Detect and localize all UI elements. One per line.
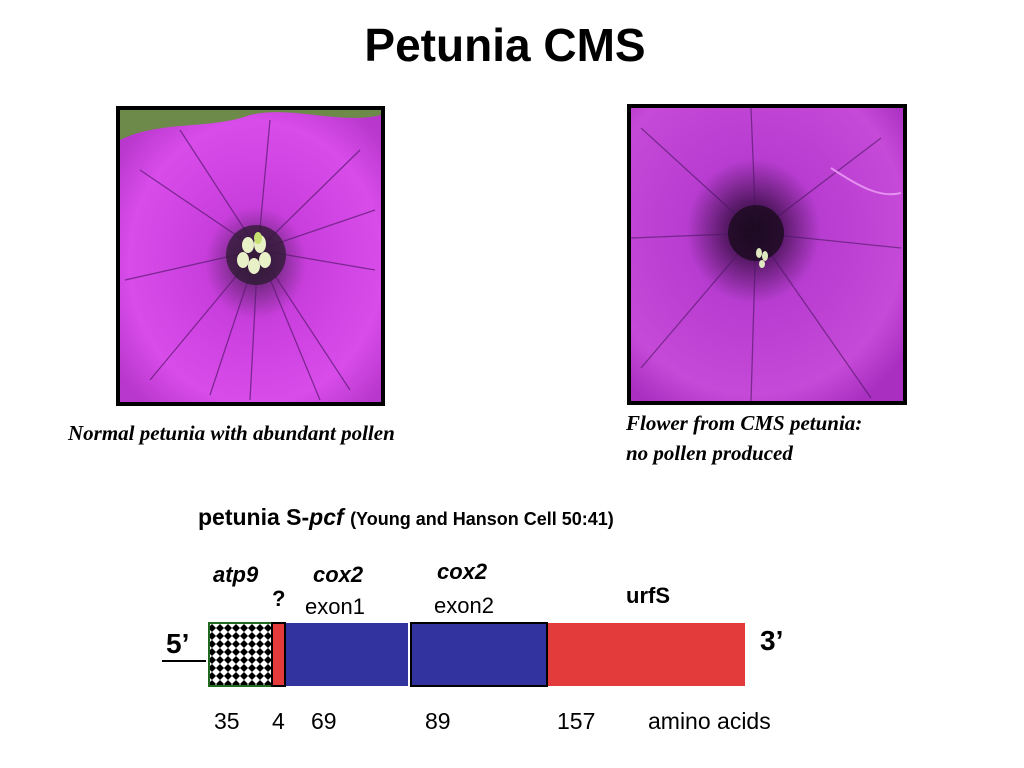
- slide-title: Petunia CMS: [364, 19, 646, 71]
- gene-reference: (Young and Hanson Cell 50:41): [350, 509, 614, 529]
- gene-name-prefix: petunia S-: [198, 504, 310, 530]
- amino-acids-units-label: amino acids: [648, 708, 771, 734]
- cms-caption-line1: Flower from CMS petunia:: [626, 411, 863, 435]
- label-cox2-exon1: cox2: [313, 562, 364, 587]
- aa-count-unknown: 4: [272, 708, 285, 734]
- normal-petunia-photo: [116, 106, 385, 406]
- label-atp9: atp9: [213, 562, 259, 587]
- aa-count-urfs: 157: [557, 708, 596, 734]
- segment-urfs: [548, 623, 745, 686]
- label-unknown: ?: [272, 586, 286, 611]
- segment-atp9: [208, 622, 273, 687]
- segment-cox2-exon1: [286, 623, 408, 686]
- label-urfs: urfS: [626, 583, 670, 608]
- five-prime-label: 5’: [166, 628, 190, 659]
- gene-name-italic: pcf: [309, 504, 344, 530]
- segment-unknown: [271, 622, 286, 687]
- label-cox2-exon2: cox2: [437, 559, 488, 584]
- aa-count-cox2-exon1: 69: [311, 708, 337, 734]
- cms-petunia-photo: [627, 104, 907, 405]
- cms-caption-line2: no pollen produced: [626, 441, 793, 465]
- aa-count-atp9: 35: [214, 708, 240, 734]
- aa-count-cox2-exon2: 89: [425, 708, 451, 734]
- segment-cox2-exon2: [410, 622, 548, 687]
- gene-map-title: petunia S-pcf (Young and Hanson Cell 50:…: [198, 504, 614, 531]
- three-prime-label: 3’: [760, 625, 784, 656]
- sublabel-exon1: exon1: [305, 594, 365, 619]
- normal-petunia-caption: Normal petunia with abundant pollen: [68, 421, 395, 445]
- cms-petunia-caption: Flower from CMS petunia: no pollen produ…: [626, 408, 862, 468]
- sublabel-exon2: exon2: [434, 593, 494, 618]
